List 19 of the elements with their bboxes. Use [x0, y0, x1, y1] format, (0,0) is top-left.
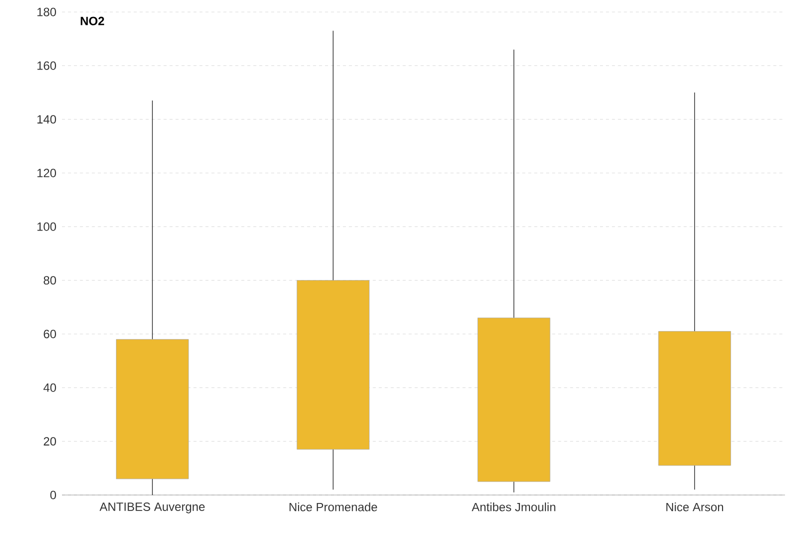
chart-title: NO2: [80, 16, 104, 26]
x-tick-label: ANTIBES Auvergne: [100, 502, 205, 514]
y-tick-label: 100: [37, 222, 56, 231]
y-tick-label: 160: [37, 61, 56, 70]
y-tick-label: 40: [43, 383, 56, 392]
candlestick: [296, 30, 370, 490]
x-tick-label: Nice Promenade: [290, 502, 378, 512]
candlestick: [478, 49, 550, 493]
x-tick-label: Antibes Jmoulin: [472, 502, 556, 512]
y-tick-label: 80: [44, 276, 56, 285]
candlestick: [658, 92, 731, 490]
y-tick-label: 20: [44, 437, 56, 446]
y-tick-label: 140: [37, 115, 56, 124]
y-tick-label: 180: [37, 8, 56, 16]
y-tick-label: 0: [50, 490, 56, 500]
y-tick-label: 60: [44, 330, 56, 338]
y-tick-label: 120: [37, 168, 56, 178]
x-tick-label: Nice Arson: [666, 502, 724, 512]
candlestick: [116, 100, 189, 495]
